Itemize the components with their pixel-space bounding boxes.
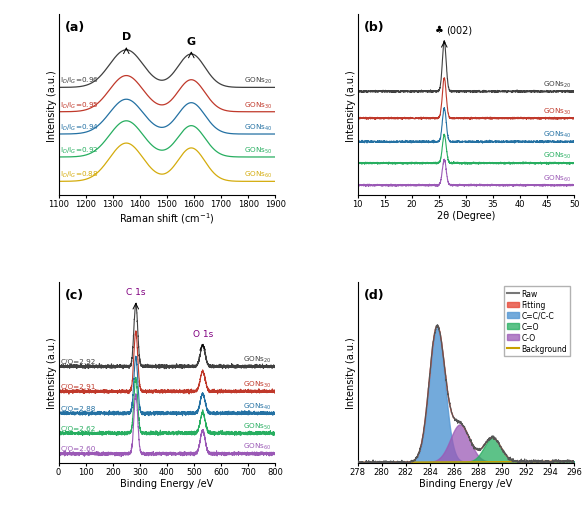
Text: C/O=2.92: C/O=2.92 [61,358,96,364]
Background [541,459,548,465]
Text: I$_D$/I$_G$=0.96: I$_D$/I$_G$=0.96 [60,76,99,86]
Fitting [519,459,526,465]
Raw [367,460,374,466]
Background [492,459,499,465]
Fitting [480,443,487,449]
Line: Fitting: Fitting [357,326,574,463]
Text: GONs$_{40}$: GONs$_{40}$ [243,401,271,411]
Text: I$_D$/I$_G$=0.92: I$_D$/I$_G$=0.92 [60,146,98,156]
Text: (d): (d) [364,288,385,301]
Text: I$_D$/I$_G$=0.95: I$_D$/I$_G$=0.95 [60,100,98,110]
Raw [481,443,488,449]
Text: GONs$_{50}$: GONs$_{50}$ [243,420,271,431]
Fitting [492,437,499,443]
Text: GONs$_{30}$: GONs$_{30}$ [243,379,271,389]
Raw [519,459,526,465]
Fitting [354,460,361,466]
Text: (a): (a) [65,21,86,34]
Text: GONs$_{40}$: GONs$_{40}$ [244,123,272,133]
Text: GONs$_{30}$: GONs$_{30}$ [244,100,272,110]
Text: (002): (002) [446,25,472,35]
Raw [541,459,548,465]
Background [571,459,578,465]
X-axis label: Binding Energy /eV: Binding Energy /eV [120,478,213,488]
Raw [354,460,361,466]
Text: C/O=2.62: C/O=2.62 [61,425,96,431]
Text: GONs$_{20}$: GONs$_{20}$ [244,76,272,86]
X-axis label: Binding Energy /eV: Binding Energy /eV [420,478,513,488]
Text: (c): (c) [65,288,84,301]
Line: Background: Background [357,462,574,463]
Y-axis label: Intensity (a.u.): Intensity (a.u.) [47,70,57,142]
Background [354,460,361,466]
Text: (b): (b) [364,21,385,34]
Text: $\clubsuit$: $\clubsuit$ [434,23,444,35]
Text: GONs$_{20}$: GONs$_{20}$ [243,354,271,364]
Fitting [434,323,441,329]
Legend: Raw, Fitting, C=C/C-C, C=O, C-O, Background: Raw, Fitting, C=C/C-C, C=O, C-O, Backgro… [504,287,570,356]
Text: D: D [122,33,131,42]
Background [519,459,526,465]
Raw [434,322,441,328]
Text: GONs$_{60}$: GONs$_{60}$ [243,441,271,451]
Line: Raw: Raw [357,325,574,465]
Y-axis label: Intensity (a.u.): Intensity (a.u.) [47,337,57,409]
Fitting [367,460,374,466]
Raw [395,462,402,468]
Text: C/O=2.91: C/O=2.91 [61,383,96,389]
Text: GONs$_{50}$: GONs$_{50}$ [244,146,272,156]
Text: I$_D$/I$_G$=0.88: I$_D$/I$_G$=0.88 [60,169,98,180]
Raw [571,458,578,464]
Y-axis label: Intensity (a.u.): Intensity (a.u.) [346,337,356,409]
Background [480,459,487,465]
Text: GONs$_{60}$: GONs$_{60}$ [543,173,571,183]
Text: C/O=2.60: C/O=2.60 [61,445,96,451]
Text: GONs$_{40}$: GONs$_{40}$ [543,129,571,139]
Text: GONs$_{30}$: GONs$_{30}$ [543,106,571,116]
Text: C/O=2.88: C/O=2.88 [61,405,96,411]
Text: C 1s: C 1s [126,288,145,297]
Fitting [541,459,548,465]
Raw [493,437,500,443]
Text: GONs$_{50}$: GONs$_{50}$ [543,151,571,161]
Background [367,460,374,466]
Text: G: G [187,37,196,46]
Y-axis label: Intensity (a.u.): Intensity (a.u.) [346,70,356,142]
Fitting [486,436,493,442]
Text: GONs$_{60}$: GONs$_{60}$ [244,169,272,180]
Text: O 1s: O 1s [193,329,213,338]
Text: I$_D$/I$_G$=0.94: I$_D$/I$_G$=0.94 [60,123,99,133]
X-axis label: Raman shift (cm$^{-1}$): Raman shift (cm$^{-1}$) [119,210,215,225]
Text: GONs$_{20}$: GONs$_{20}$ [543,79,571,90]
Background [486,459,493,465]
Raw [486,436,493,442]
Fitting [571,459,578,465]
X-axis label: 2θ (Degree): 2θ (Degree) [437,210,495,220]
